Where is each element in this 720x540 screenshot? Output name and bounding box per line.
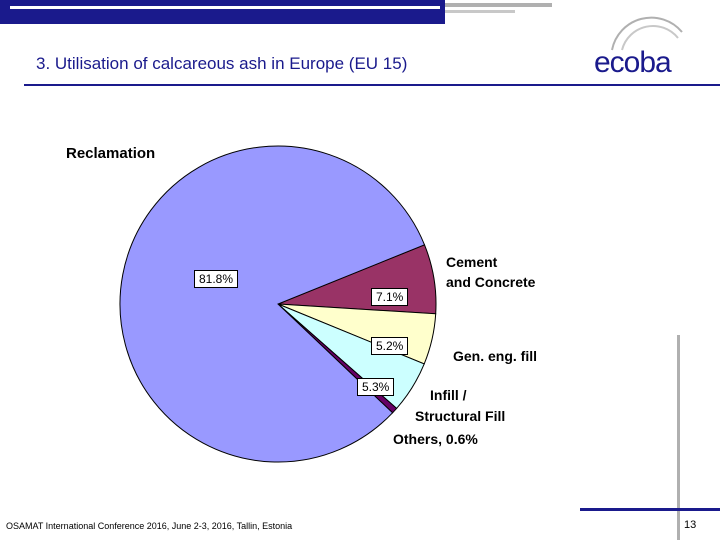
label-fill: Gen. eng. fill — [453, 348, 538, 364]
footer-text: OSAMAT International Conference 2016, Ju… — [6, 521, 293, 531]
logo-arc-icon — [611, 16, 683, 51]
vertical-divider — [677, 335, 680, 540]
label-infill-line1: Infill / — [430, 387, 467, 403]
title-divider — [24, 84, 720, 86]
page-number: 13 — [684, 519, 697, 531]
header-bar-gray — [445, 3, 552, 7]
header-bar-stripe — [10, 6, 440, 9]
logo-text: ecoba — [594, 46, 672, 79]
data-label-reclamation: 81.8% — [194, 270, 239, 288]
pie-slice-reclamation — [119, 145, 426, 463]
data-label-cement: 7.1% — [371, 288, 409, 306]
label-others: Others, 0.6% — [393, 431, 478, 447]
label-reclamation: Reclamation — [66, 145, 156, 162]
label-cement-line1: Cement — [446, 254, 498, 270]
ecoba-logo: ecoba — [594, 16, 683, 80]
data-label-infill: 5.3% — [357, 378, 395, 396]
bottom-divider — [580, 508, 720, 511]
header-bar-gray-2 — [445, 10, 515, 13]
header-bar-dark — [0, 0, 445, 24]
data-label-fill: 5.2% — [371, 337, 409, 355]
page-title: 3. Utilisation of calcareous ash in Euro… — [36, 54, 408, 73]
label-infill-line2: Structural Fill — [415, 408, 506, 424]
label-cement-line2: and Concrete — [446, 274, 536, 290]
